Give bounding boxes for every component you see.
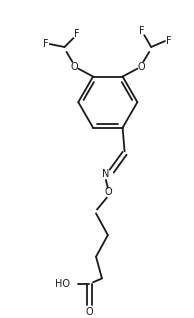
Text: O: O — [71, 62, 78, 72]
Text: F: F — [139, 26, 145, 36]
Text: F: F — [74, 29, 79, 39]
Text: N: N — [102, 169, 110, 179]
Text: O: O — [104, 187, 112, 197]
Text: O: O — [138, 62, 145, 72]
Text: HO: HO — [55, 279, 70, 289]
Text: F: F — [166, 36, 172, 46]
Text: F: F — [43, 39, 49, 49]
Text: O: O — [85, 307, 93, 317]
